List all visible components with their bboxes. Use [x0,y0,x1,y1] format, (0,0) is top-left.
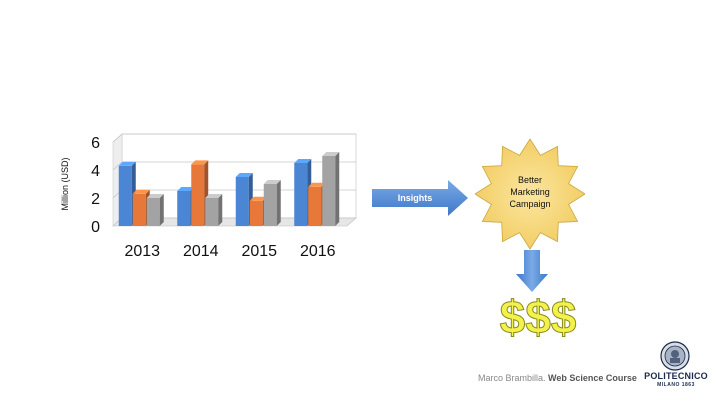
bar-top [263,180,281,184]
bar-top [177,187,195,191]
dollar-signs: $$$ [499,292,577,342]
bar [191,164,205,226]
y-tick-label: 0 [91,219,100,236]
bar-top [191,160,209,165]
bar [294,163,308,226]
bar-top [205,194,223,198]
footer-credit: Marco Brambilla. Web Science Course [478,373,637,383]
bar [177,191,191,226]
x-tick-label: 2015 [241,243,277,260]
result-text: $$$ [500,292,577,342]
bar-chart: 0 2 4 6 Million (USD) 2013 2014 2015 2016 [60,133,357,260]
down-arrow [516,250,548,292]
bar-side [276,180,281,226]
y-tick-label: 6 [91,135,100,152]
bar [322,156,336,226]
bar [308,186,322,226]
footer-author: Marco Brambilla. [478,373,546,383]
footer-course: Web Science Course [548,373,637,383]
bar [263,184,277,226]
gridline [112,161,356,171]
x-tick-label: 2014 [183,243,219,260]
y-tick-label: 2 [91,191,100,208]
outcome-starburst [475,138,585,250]
politecnico-seal-icon [660,341,690,371]
bar-top [322,152,340,156]
outcome-label: Better Marketing Campaign [495,162,565,222]
y-axis-label: Million (USD) [60,157,70,210]
bar-side [159,194,164,226]
bar-side [218,194,223,226]
insights-arrow [372,180,468,216]
bar-top [308,182,326,187]
bar-top [146,194,164,198]
bar-top [235,173,253,177]
outcome-line: Marketing [510,187,550,197]
logo-subtitle: MILANO 1863 [657,382,695,388]
bar-top [132,189,150,194]
y-tick-label: 4 [91,163,100,180]
bar [249,200,263,226]
gridline [112,133,356,143]
bar-top [294,159,312,163]
bar [132,193,146,226]
bar-top [118,161,136,166]
x-tick-label: 2016 [300,243,336,260]
bar-side [335,152,340,226]
bar [118,165,132,226]
insights-label: Insights [397,193,433,203]
bar [205,198,219,226]
outcome-line: Better [517,175,542,185]
outcome-line: Campaign [509,199,551,209]
logo-name: POLITECNICO [644,371,708,381]
bar-top [249,196,267,201]
x-tick-label: 2013 [124,243,160,260]
bar [146,198,160,226]
bar [235,177,249,226]
